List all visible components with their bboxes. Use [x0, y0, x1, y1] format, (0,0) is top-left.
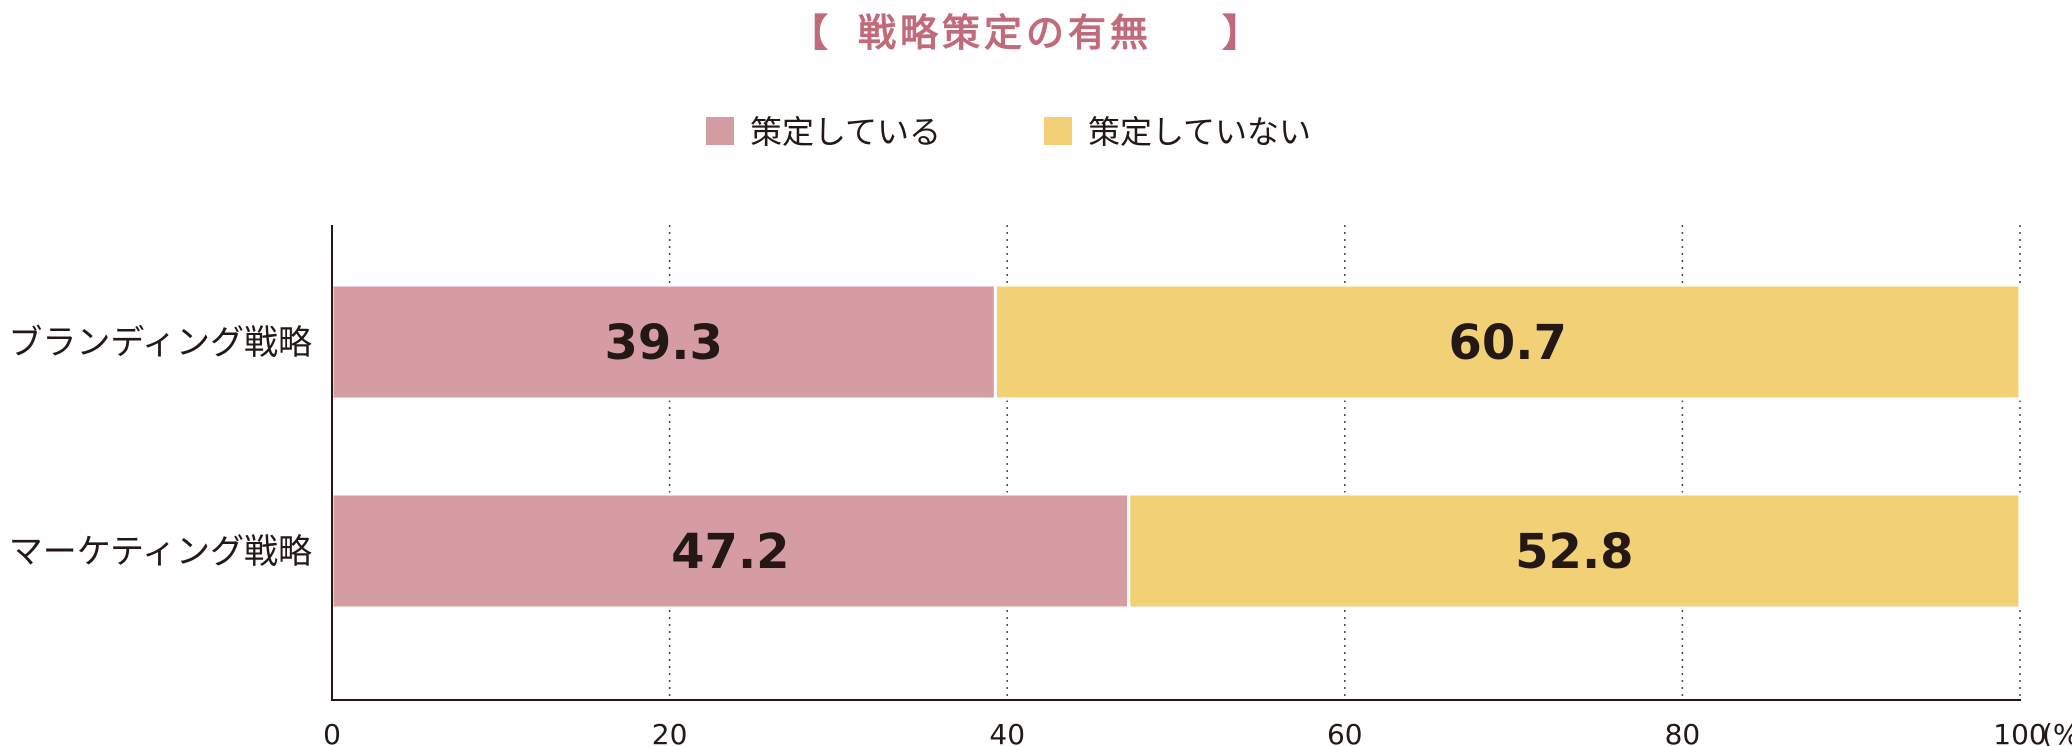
x-tick-label: 80: [1665, 718, 1701, 746]
title-bracket-open: 【: [790, 11, 829, 55]
legend-label: 策定していない: [1088, 113, 1311, 151]
legend-swatch: [706, 117, 734, 145]
chart-title: 戦略策定の有無: [858, 11, 1153, 55]
chart-title-bar: 【 戦略策定の有無 】: [0, 0, 2072, 55]
data-label: 39.3: [604, 315, 722, 371]
data-label: 52.8: [1515, 524, 1633, 580]
data-label: 47.2: [671, 524, 789, 580]
category-label: ブランディング戦略: [8, 323, 312, 363]
x-tick-label: 100: [1993, 718, 2046, 746]
bar-segment: [1127, 492, 2022, 610]
x-tick-label: 40: [989, 718, 1025, 746]
x-unit-label: (%): [2042, 718, 2072, 746]
x-tick-label: 60: [1327, 718, 1363, 746]
legend-label: 策定している: [750, 113, 941, 151]
bar-segment: [330, 492, 1131, 610]
data-label: 60.7: [1448, 315, 1566, 371]
bar-segment: [993, 283, 2022, 401]
category-label: マーケティング戦略: [9, 532, 312, 572]
x-tick-label: 20: [652, 718, 688, 746]
x-tick-label: 0: [323, 718, 341, 746]
legend-swatch: [1044, 117, 1072, 145]
title-bracket-close: 】: [1222, 11, 1261, 55]
